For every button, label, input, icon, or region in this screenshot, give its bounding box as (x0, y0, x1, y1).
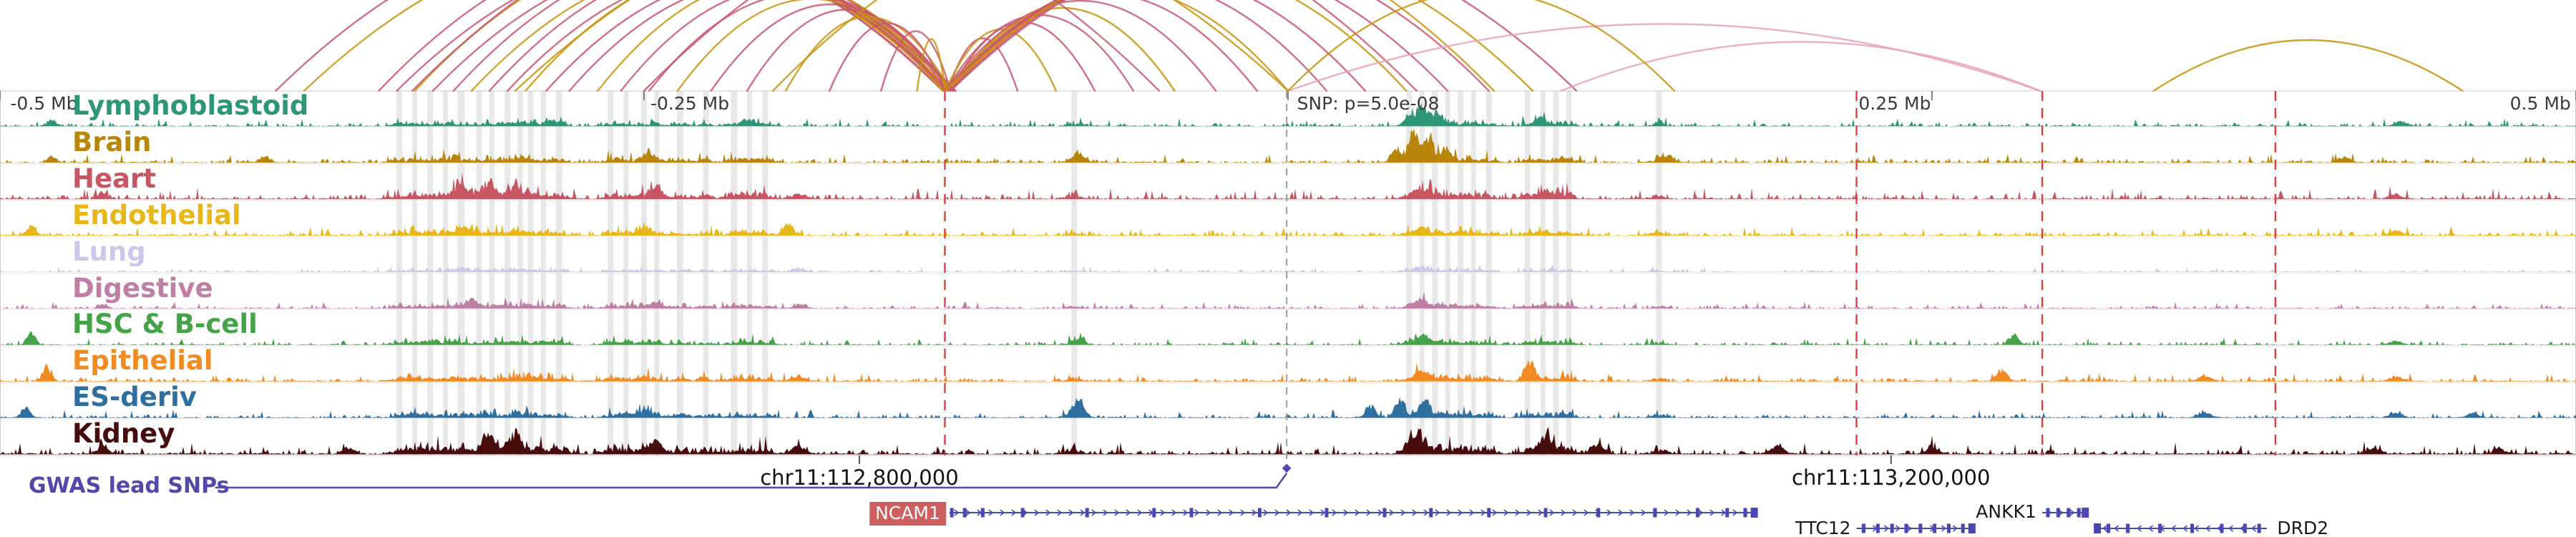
track-label-hsc-b-cell[interactable]: HSC & B-cell (72, 309, 258, 340)
coordinate-left: chr11:112,800,000 (760, 465, 959, 490)
track-label-digestive[interactable]: Digestive (72, 272, 213, 304)
track-label-lymphoblastoid[interactable]: Lymphoblastoid (72, 90, 309, 121)
track-label-brain[interactable]: Brain (72, 126, 152, 158)
axis-label-0-5mb: 0.5 Mb (2509, 93, 2571, 114)
track-label-lung[interactable]: Lung (72, 236, 146, 267)
track-label-heart[interactable]: Heart (72, 163, 156, 194)
snp-pvalue-label: SNP: p=5.0e-08 (1297, 93, 1440, 114)
axis-label-minus-0-5mb: -0.5 Mb (10, 93, 78, 114)
gene-label-ankk1: ANKK1 (1976, 501, 2036, 522)
track-label-endothelial[interactable]: Endothelial (72, 199, 241, 231)
gene-label-drd2: DRD2 (2277, 518, 2329, 537)
axis-label-minus-0-25mb: -0.25 Mb (650, 93, 730, 114)
gene-label-ncam1: NCAM1 (869, 502, 946, 526)
coordinate-right: chr11:113,200,000 (1792, 465, 1991, 490)
track-label-kidney[interactable]: Kidney (72, 418, 175, 450)
axis-label-0-25mb: 0.25 Mb (1858, 93, 1931, 114)
track-label-es-deriv[interactable]: ES-deriv (72, 382, 197, 413)
gwas-lead-snps-label: GWAS lead SNPs (29, 473, 230, 498)
gene-label-ttc12: TTC12 (1795, 518, 1851, 537)
track-label-epithelial[interactable]: Epithelial (72, 345, 213, 377)
